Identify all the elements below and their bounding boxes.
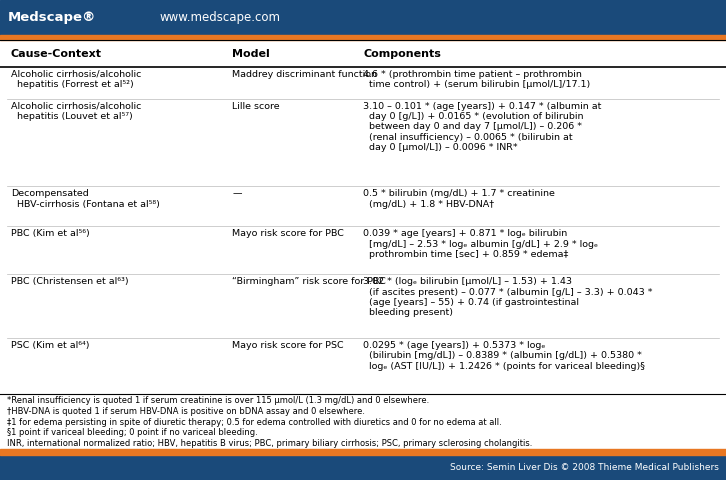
Text: Alcoholic cirrhosis/alcoholic
  hepatitis (Forrest et al⁵²): Alcoholic cirrhosis/alcoholic hepatitis … [11, 70, 142, 89]
Text: “Birmingham” risk score for PBC: “Birmingham” risk score for PBC [232, 277, 386, 286]
Text: 4.6 * (prothrombin time patient – prothrombin
  time control) + (serum bilirubin: 4.6 * (prothrombin time patient – prothr… [363, 70, 590, 89]
Text: *Renal insufficiency is quoted 1 if serum creatinine is over 115 μmol/L (1.3 mg/: *Renal insufficiency is quoted 1 if seru… [7, 396, 430, 406]
Text: Medscape®: Medscape® [7, 11, 96, 24]
Text: Lille score: Lille score [232, 102, 280, 110]
Text: 0.0295 * (age [years]) + 0.5373 * logₑ
  (bilirubin [mg/dL]) – 0.8389 * (albumin: 0.0295 * (age [years]) + 0.5373 * logₑ (… [363, 341, 645, 371]
Text: 0.039 * age [years] + 0.871 * logₑ bilirubin
  [mg/dL] – 2.53 * logₑ albumin [g/: 0.039 * age [years] + 0.871 * logₑ bilir… [363, 229, 598, 259]
Bar [0, 449, 726, 455]
Text: Cause-Context: Cause-Context [11, 48, 102, 59]
Text: www.medscape.com: www.medscape.com [160, 11, 281, 24]
Text: †HBV-DNA is quoted 1 if serum HBV-DNA is positive on bDNA assay and 0 elsewhere.: †HBV-DNA is quoted 1 if serum HBV-DNA is… [7, 407, 365, 416]
Text: ‡1 for edema persisting in spite of diuretic therapy; 0.5 for edema controlled w: ‡1 for edema persisting in spite of diur… [7, 418, 502, 427]
Text: Alcoholic cirrhosis/alcoholic
  hepatitis (Louvet et al⁵⁷): Alcoholic cirrhosis/alcoholic hepatitis … [11, 102, 142, 121]
Text: Model: Model [232, 48, 270, 59]
Text: 3.02 * (logₑ bilirubin [μmol/L] – 1.53) + 1.43
  (if ascites present) – 0.077 * : 3.02 * (logₑ bilirubin [μmol/L] – 1.53) … [363, 277, 653, 317]
Text: 0.5 * bilirubin (mg/dL) + 1.7 * creatinine
  (mg/dL) + 1.8 * HBV-DNA†: 0.5 * bilirubin (mg/dL) + 1.7 * creatini… [363, 190, 555, 209]
Bar [0, 0, 726, 35]
Text: §1 point if variceal bleeding; 0 point if no variceal bleeding.: §1 point if variceal bleeding; 0 point i… [7, 428, 258, 437]
Text: INR, international normalized ratio; HBV, hepatitis B virus; PBC, primary biliar: INR, international normalized ratio; HBV… [7, 439, 533, 448]
Text: Decompensated
  HBV-cirrhosis (Fontana et al⁵⁸): Decompensated HBV-cirrhosis (Fontana et … [11, 190, 160, 209]
Text: 3.10 – 0.101 * (age [years]) + 0.147 * (albumin at
  day 0 [g/L]) + 0.0165 * (ev: 3.10 – 0.101 * (age [years]) + 0.147 * (… [363, 102, 601, 152]
Text: PBC (Kim et al⁵⁶): PBC (Kim et al⁵⁶) [11, 229, 89, 238]
Bar [0, 455, 726, 480]
Text: Source: Semin Liver Dis © 2008 Thieme Medical Publishers: Source: Semin Liver Dis © 2008 Thieme Me… [450, 463, 719, 472]
Text: Mayo risk score for PSC: Mayo risk score for PSC [232, 341, 344, 350]
Text: Mayo risk score for PBC: Mayo risk score for PBC [232, 229, 344, 238]
Text: Components: Components [363, 48, 441, 59]
Text: PSC (Kim et al⁶⁴): PSC (Kim et al⁶⁴) [11, 341, 89, 350]
Text: Maddrey discriminant function: Maddrey discriminant function [232, 70, 378, 79]
Text: PBC (Christensen et al⁶³): PBC (Christensen et al⁶³) [11, 277, 129, 286]
Text: —: — [232, 190, 242, 198]
Bar [0, 35, 726, 40]
